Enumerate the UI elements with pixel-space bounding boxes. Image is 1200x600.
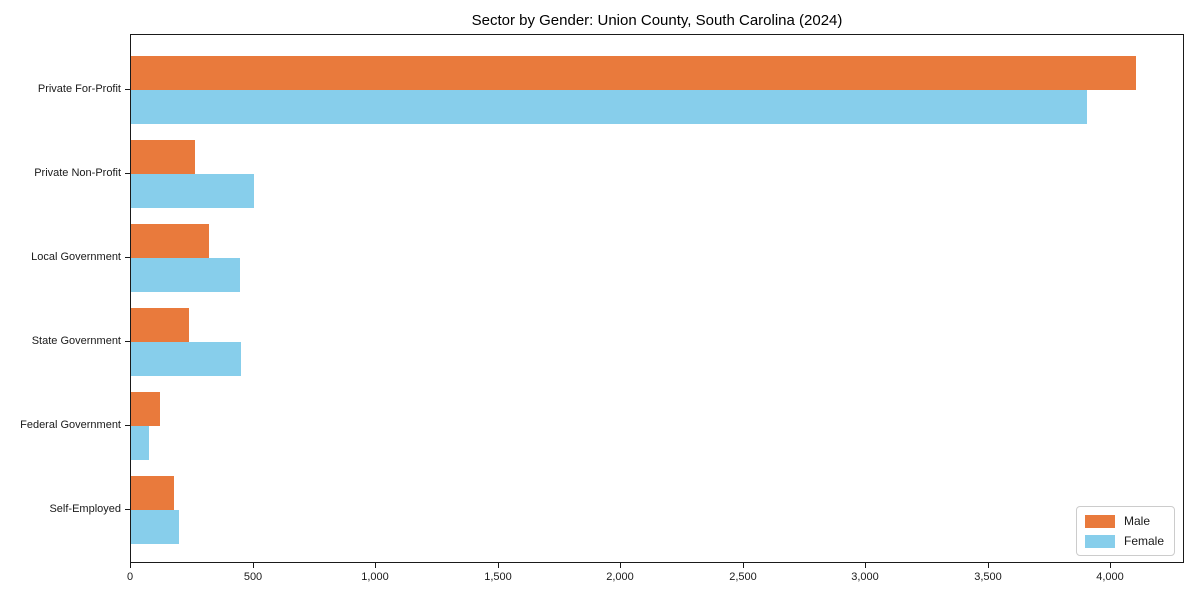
xtick-label-2000: 2,000	[606, 571, 634, 583]
ytick-label-self-employed: Self-Employed	[49, 503, 121, 515]
ytick-mark	[125, 509, 130, 510]
xtick-label-500: 500	[243, 571, 263, 583]
ytick-mark	[125, 173, 130, 174]
xtick-label-4000: 4,000	[1096, 571, 1124, 583]
female-bar-federal-government	[131, 426, 149, 460]
ytick-label-private-non-profit: Private Non-Profit	[34, 167, 121, 179]
male-legend-label: Male	[1123, 514, 1150, 528]
xtick-mark	[375, 563, 376, 568]
female-bar-local-government	[131, 258, 240, 292]
chart-title: Sector by Gender: Union County, South Ca…	[471, 12, 843, 29]
male-legend-swatch	[1084, 514, 1115, 528]
male-bar-federal-government	[131, 392, 160, 426]
xtick-label-2500: 2,500	[729, 571, 757, 583]
male-bar-local-government	[131, 224, 209, 258]
legend-entry-female: Female	[1084, 534, 1164, 548]
legend: Male Female	[1075, 506, 1175, 556]
xtick-label-1000: 1,000	[361, 571, 389, 583]
legend-entry-male: Male	[1084, 514, 1164, 528]
female-bar-private-for-profit	[131, 90, 1087, 124]
ytick-mark	[125, 341, 130, 342]
male-bar-state-government	[131, 308, 189, 342]
xtick-mark	[130, 563, 131, 568]
xtick-mark	[743, 563, 744, 568]
ytick-label-state-government: State Government	[31, 335, 121, 347]
female-bar-self-employed	[131, 510, 179, 544]
xtick-label-3500: 3,500	[974, 571, 1002, 583]
xtick-mark	[498, 563, 499, 568]
xtick-label-1500: 1,500	[484, 571, 512, 583]
female-bar-state-government	[131, 342, 241, 376]
female-legend-label: Female	[1123, 534, 1164, 548]
ytick-label-federal-government: Federal Government	[20, 419, 121, 431]
female-bar-private-non-profit	[131, 174, 254, 208]
ytick-mark	[125, 257, 130, 258]
male-bar-private-non-profit	[131, 140, 195, 174]
ytick-label-local-government: Local Government	[31, 251, 121, 263]
male-bar-self-employed	[131, 476, 174, 510]
xtick-mark	[253, 563, 254, 568]
xtick-label-0: 0	[126, 571, 134, 583]
ytick-mark	[125, 425, 130, 426]
xtick-mark	[865, 563, 866, 568]
ytick-label-private-for-profit: Private For-Profit	[37, 83, 121, 95]
xtick-mark	[620, 563, 621, 568]
xtick-mark	[1110, 563, 1111, 568]
xtick-label-3000: 3,000	[851, 571, 879, 583]
xtick-mark	[988, 563, 989, 568]
plot-area: Male Female	[130, 34, 1184, 563]
ytick-mark	[125, 89, 130, 90]
male-bar-private-for-profit	[131, 56, 1136, 90]
female-legend-swatch	[1084, 534, 1115, 548]
